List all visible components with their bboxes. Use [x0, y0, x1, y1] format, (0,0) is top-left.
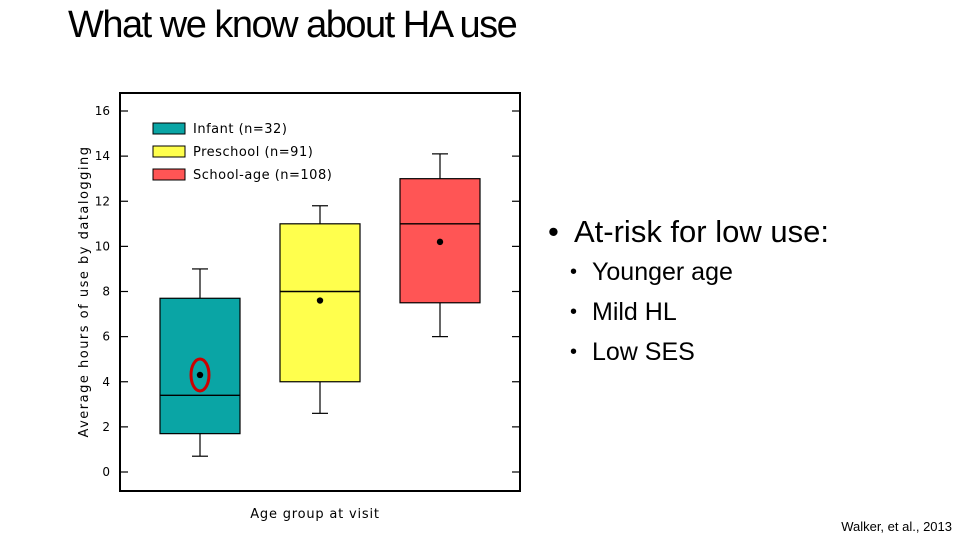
bullet-mild-hl: • Mild HL — [570, 298, 677, 326]
box-plot-chart: 0 2 4 6 8 10 12 14 16 Average hours of use by dat… — [77, 92, 521, 522]
slide-title: What we know about HA use — [68, 4, 518, 46]
bullet-list: • At-risk for low use: • Younger age • Mild… — [548, 212, 829, 372]
bullet-at-risk: • At-risk for low use: — [548, 214, 829, 249]
y-tick-label: 12 — [95, 194, 110, 208]
legend-swatch — [152, 122, 186, 135]
y-tick-label: 0 — [102, 465, 110, 479]
y-axis-label: Average hours of use by datalogging — [77, 145, 92, 437]
y-tick-label: 10 — [95, 239, 110, 253]
mean-dot — [316, 297, 324, 304]
legend-swatch — [152, 145, 186, 158]
y-tick-label: 6 — [102, 330, 110, 344]
legend-swatch — [152, 168, 186, 181]
y-tick-label: 8 — [102, 285, 110, 299]
y-tick-label: 14 — [95, 149, 110, 163]
x-axis-label: Age group at visit — [250, 507, 380, 522]
highlight-ellipse — [189, 357, 211, 393]
citation: Walker, et al., 2013 — [841, 519, 952, 534]
bullet-younger-age: • Younger age — [570, 258, 733, 286]
legend-label: School-age (n=108) — [193, 168, 332, 183]
bullet-low-ses: • Low SES — [570, 338, 695, 366]
legend-label: Infant (n=32) — [193, 122, 287, 137]
legend-label: Preschool (n=91) — [193, 145, 313, 160]
y-tick-label: 16 — [95, 104, 110, 118]
box — [159, 297, 241, 435]
mean-dot — [436, 238, 444, 246]
y-tick-label: 4 — [102, 375, 110, 389]
y-tick-label: 2 — [102, 420, 110, 434]
mean-dot — [196, 371, 204, 379]
